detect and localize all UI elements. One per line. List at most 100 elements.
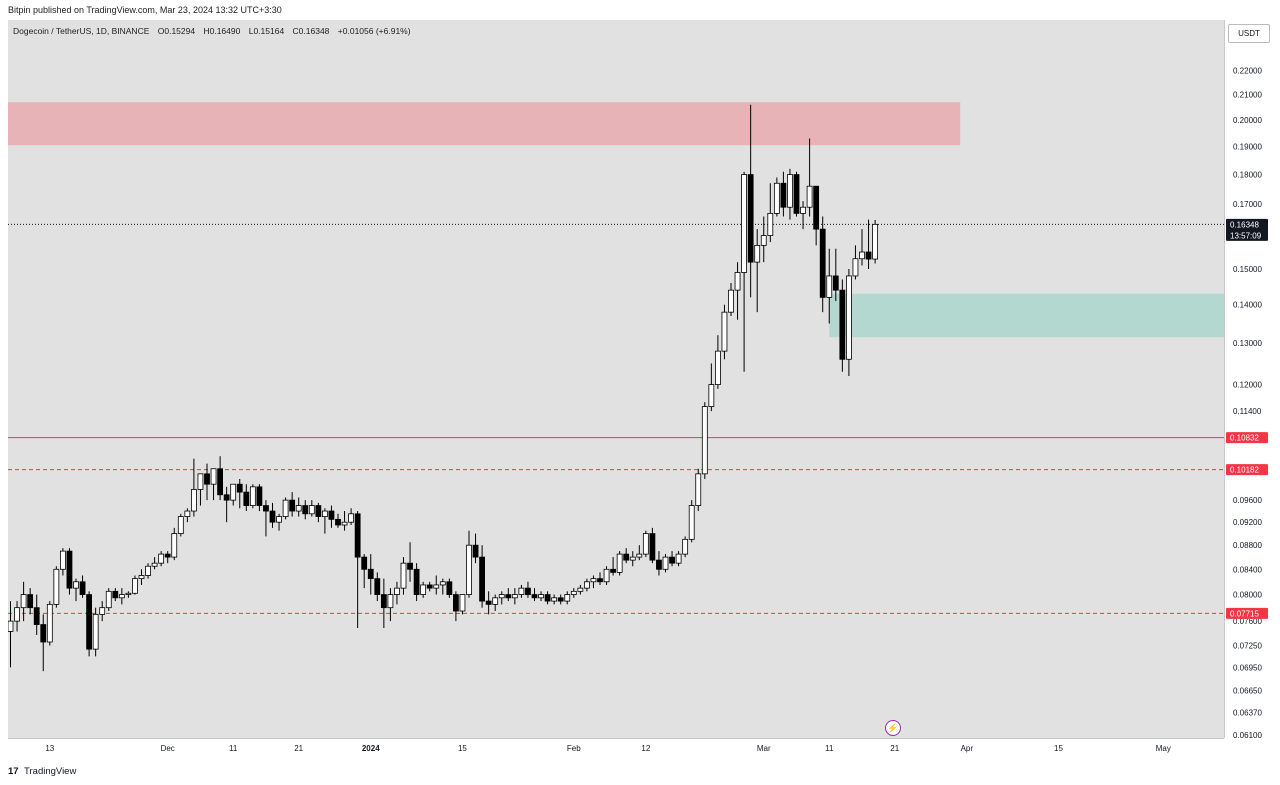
candle-body [747,174,754,263]
candle-body [813,185,820,230]
time-tick-label: 13 [45,744,54,753]
candle-body [610,568,616,573]
candle-body [380,594,387,609]
candle-body [14,607,20,622]
price-tick-label: 0.18000 [1233,171,1262,180]
candle-body [839,289,846,360]
candle-body [439,581,446,586]
ohlc-open: O0.15294 [157,26,196,36]
candle-body [217,468,224,496]
candle-body [846,275,852,360]
candle-body [243,491,250,506]
candle-body [518,587,525,595]
candle-body [728,289,734,313]
supply-zone [8,102,961,146]
candle-body [865,251,872,260]
candle-body [767,212,774,236]
candle-body [682,538,689,555]
candle-body [321,510,328,517]
price-tick-label: 0.08800 [1233,541,1262,550]
currency-button[interactable]: USDT [1228,24,1270,43]
candle-body [459,594,466,612]
candle-body [832,275,839,291]
price-tick-label: 0.06950 [1233,663,1262,672]
level-price-label: 0.07715 [1230,609,1259,618]
time-axis[interactable] [8,738,1224,759]
candle-body [826,275,833,298]
candle-body [40,624,47,643]
candle-body [282,499,289,517]
candle-body [263,505,269,512]
candle-body [295,505,302,512]
level-price-label-bg [1226,607,1268,619]
price-tick-label: 0.07250 [1233,642,1262,651]
price-tick-label: 0.08000 [1233,591,1262,600]
candle-body [426,584,433,589]
candle-body [276,516,282,523]
candle-body [53,568,60,605]
candle-body [675,553,682,564]
price-tick-label: 0.17000 [1233,200,1262,209]
candle-body [754,244,761,263]
candle-body [433,584,440,589]
candle-body [551,597,558,602]
time-tick-label: May [1156,744,1171,753]
candle-body [446,581,453,595]
level-price-label-bg [1226,432,1268,444]
candle-body [171,533,178,558]
price-tick-label: 0.22000 [1233,67,1262,76]
candle-body [105,590,112,609]
candle-body [79,581,86,595]
time-tick-label: 15 [458,744,467,753]
ohlc-low: L0.15164 [248,26,285,36]
candle-body [734,272,741,291]
publisher-line: Bitpin published on TradingView.com, Mar… [8,5,282,15]
price-tick-label: 0.20000 [1233,116,1262,125]
candle-body [387,594,394,609]
candle-body [793,174,800,214]
candle-body [511,594,518,599]
candle-body [151,562,158,567]
level-price-label-bg [1226,464,1268,476]
candle-body [420,584,427,595]
candle-body [642,533,649,555]
price-tick-label: 0.13000 [1233,339,1262,348]
candle-body [538,594,544,599]
candle-body [223,494,230,501]
candle-body [190,489,197,512]
level-price-label: 0.10182 [1230,466,1259,475]
lightning-icon[interactable]: ⚡ [885,720,901,736]
price-tick-label: 0.08400 [1233,565,1262,574]
candle-body [20,594,27,609]
candle-body [819,228,826,298]
candle-body [721,311,728,352]
symbol-title: Dogecoin / TetherUS, 1D, BINANCE [13,26,150,36]
price-tick-label: 0.15000 [1233,265,1262,274]
candle-body [335,518,341,526]
price-tick-label: 0.14000 [1233,301,1262,310]
candle-body [145,565,151,576]
level-price-label: 0.10832 [1230,434,1259,443]
candle-body [138,575,145,580]
candle-body [413,568,420,595]
time-tick-label: 11 [825,744,834,753]
candle-body [249,486,256,506]
candle-body [872,223,878,260]
candle-body [557,597,564,602]
candle-body [603,568,610,583]
candle-body [485,600,492,605]
candle-body [289,499,296,512]
candle-body [394,587,400,595]
candle-body [452,594,459,612]
candle-body [636,553,643,558]
candle-body [302,505,309,515]
candle-body [597,578,603,583]
candle-body [584,581,590,589]
candle-body [616,553,623,573]
logo-text: TradingView [24,766,77,777]
candle-body [590,578,597,583]
candle-body [407,562,413,570]
candle-body [66,550,73,589]
candle-body [184,510,191,517]
candle-body [760,235,767,246]
